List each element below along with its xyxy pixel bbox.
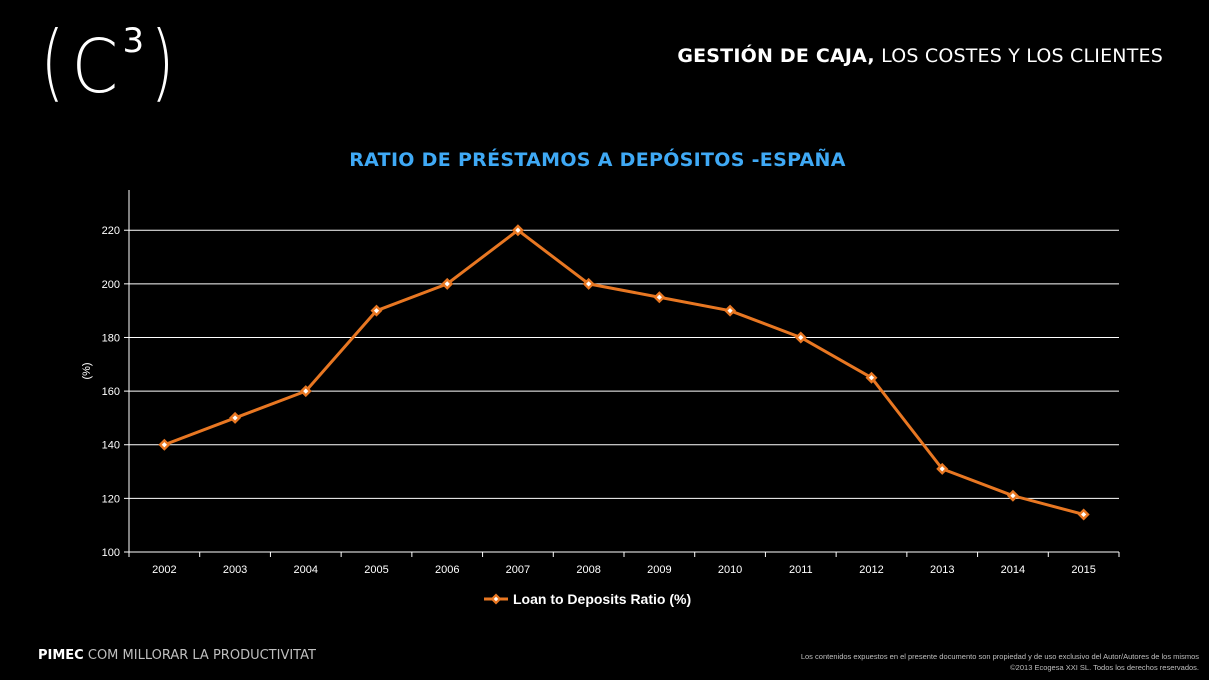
data-point-center-2008: [586, 281, 592, 287]
x-tick-label-2003: 2003: [223, 564, 247, 576]
x-tick-label-2011: 2011: [789, 564, 813, 576]
x-tick-label-2005: 2005: [364, 564, 388, 576]
data-point-center-2010: [727, 308, 733, 314]
page-title: GESTIÓN DE CAJA, LOS COSTES Y LOS CLIENT…: [677, 45, 1163, 67]
logo-close-paren: ): [150, 13, 175, 111]
data-point-center-2005: [373, 308, 380, 314]
y-tick-label-200: 200: [102, 279, 120, 291]
x-tick-label-2009: 2009: [647, 564, 671, 576]
data-point-center-2004: [303, 388, 309, 394]
y-tick-label-140: 140: [102, 440, 120, 452]
y-tick-label-180: 180: [102, 332, 120, 344]
footer-brand-bold: PIMEC: [38, 648, 84, 663]
x-tick-label-2007: 2007: [506, 564, 530, 576]
logo-open-paren: (: [40, 13, 65, 111]
x-tick-label-2010: 2010: [718, 564, 742, 576]
legend-marker-center-0: [493, 596, 499, 602]
legend-label-0: Loan to Deposits Ratio (%): [513, 591, 691, 607]
x-tick-label-2013: 2013: [930, 564, 954, 576]
data-point-center-2003: [232, 415, 238, 421]
series-line-0: [163, 228, 1085, 516]
data-point-center-2013: [939, 466, 945, 472]
chart-title: RATIO DE PRÉSTAMOS A DEPÓSITOS -ESPAÑA: [349, 149, 846, 171]
footer-disclaimer-line2: ©2013 Ecogesa XXI SL. Todos los derechos…: [1010, 663, 1199, 672]
y-tick-label-160: 160: [102, 386, 120, 398]
c3-logo: ( C 3 ): [36, 18, 179, 118]
x-tick-label-2002: 2002: [152, 564, 176, 576]
data-point-center-2012: [868, 375, 875, 381]
data-point-center-2014: [1010, 493, 1016, 499]
y-axis-label: (%): [81, 362, 93, 379]
page-title-light: LOS COSTES Y LOS CLIENTES: [874, 45, 1163, 67]
data-point-center-2007: [515, 227, 521, 233]
data-point-center-2009: [656, 294, 662, 300]
footer-disclaimer-line1: Los contenidos expuestos en el presente …: [800, 652, 1199, 661]
page-title-bold: GESTIÓN DE CAJA,: [677, 45, 875, 67]
x-tick-label-2014: 2014: [1001, 564, 1025, 576]
data-point-center-2011: [798, 334, 804, 341]
data-point-center-2015: [1081, 511, 1087, 518]
line-chart: 100 120 140 160 180 200 220 2002 2003 2004 2005 200…: [81, 190, 1120, 607]
x-tick-label-2012: 2012: [859, 564, 883, 576]
y-tick-label-220: 220: [102, 225, 120, 237]
data-point-center-2002: [161, 442, 167, 448]
x-tick-label-2004: 2004: [294, 564, 318, 576]
footer-brand-light: COM MILLORAR LA PRODUCTIVITAT: [83, 648, 316, 663]
x-tick-label-2008: 2008: [576, 564, 600, 576]
logo-superscript: 3: [122, 21, 145, 61]
data-point-center-2006: [444, 281, 450, 287]
y-tick-label-100: 100: [102, 547, 120, 559]
x-tick-label-2006: 2006: [435, 564, 459, 576]
footer-brand: PIMEC COM MILLORAR LA PRODUCTIVITAT: [38, 648, 316, 663]
footer-disclaimer: Los contenidos expuestos en el presente …: [801, 651, 1199, 673]
x-tick-label-2015: 2015: [1071, 564, 1095, 576]
logo-letter: C: [71, 24, 118, 110]
y-tick-label-120: 120: [102, 493, 120, 505]
